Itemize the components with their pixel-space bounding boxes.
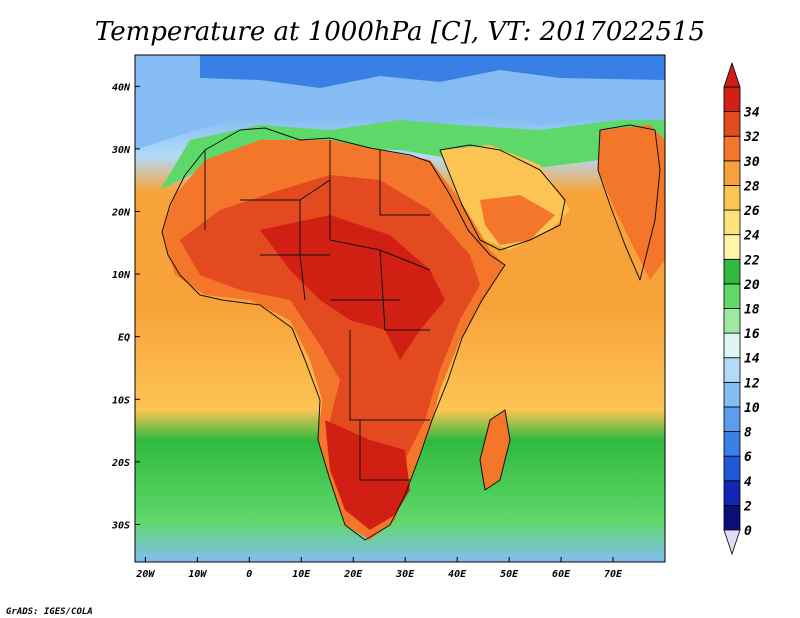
country-borders (204, 140, 431, 481)
colorbar-label: 20 (743, 278, 760, 293)
y-tick-label: 10N (112, 270, 131, 281)
colorbar-swatch (723, 209, 741, 236)
colorbar-label: 14 (744, 352, 760, 367)
arabia-hot (480, 195, 555, 245)
colorbar-label: 22 (743, 253, 760, 268)
x-tick-label: 50E (500, 569, 519, 580)
map-title: Temperature at 1000hPa [C], VT: 20170225… (95, 17, 705, 47)
x-tick-label: 20E (343, 569, 363, 580)
colorbar-swatch (723, 283, 741, 309)
y-tick-label: 30N (111, 145, 131, 156)
x-axis-ticks: 20W 10W 0 10E 20E 30E 40E 50E 60E 70E (135, 557, 623, 580)
colorbar-label: 8 (744, 426, 752, 441)
colorbar-label: 24 (743, 229, 760, 244)
y-tick-label: EQ (118, 333, 130, 344)
colorbar-swatch (723, 455, 741, 482)
colorbar-swatch (723, 111, 741, 137)
colorbar-label: 4 (744, 475, 752, 490)
y-tick-label: 30S (111, 520, 130, 531)
india-coast (597, 124, 661, 281)
colorbar-label: 16 (744, 327, 760, 342)
colorbar-label: 6 (744, 450, 752, 465)
y-tick-label: 10S (112, 395, 130, 406)
colorbar-swatch (723, 431, 741, 457)
africa-land-hottest (260, 215, 445, 360)
colorbar-swatch (723, 308, 741, 334)
x-tick-label: 10E (292, 569, 311, 580)
india-land (598, 125, 665, 280)
colorbar-label: 28 (743, 179, 760, 194)
plot-frame (134, 54, 666, 563)
x-tick-label: 0 (246, 569, 252, 580)
colorbar-over-triangle (723, 61, 741, 88)
colorbar-swatch (723, 480, 741, 506)
colorbar-swatch (723, 332, 741, 359)
coastline (161, 127, 506, 541)
colorbar-swatch (723, 258, 741, 285)
colorbar-swatch (723, 234, 741, 260)
colorbar-swatch (723, 406, 741, 432)
colorbar-swatch (723, 160, 741, 186)
colorbar-swatch (723, 135, 741, 162)
x-tick-label: 10W (188, 569, 207, 580)
map-plot (135, 55, 665, 562)
colorbar-swatch (723, 185, 741, 211)
colorbar-swatch (723, 504, 741, 531)
north-africa-green-band (160, 120, 665, 190)
y-tick-label: 20N (111, 207, 131, 218)
colorbar-swatch (723, 381, 741, 408)
x-tick-label: 40E (448, 569, 467, 580)
colorbar-label: 12 (744, 376, 760, 391)
colorbar-label: 34 (743, 106, 760, 121)
colorbar-label: 26 (743, 204, 760, 219)
y-tick-label: 40N (112, 82, 131, 93)
y-axis-ticks: 40N 30N 20N 10N EQ 10S 20S 30S (111, 82, 140, 531)
colorbar-under-triangle (723, 529, 741, 556)
colorbar-label: 0 (744, 524, 752, 539)
arabia-coast (439, 144, 566, 251)
grads-credit: GrADS: IGES/COLA (6, 607, 93, 617)
colorbar-label: 18 (744, 303, 760, 318)
colorbar-label: 2 (743, 499, 752, 514)
madagascar-coast (479, 409, 511, 491)
x-tick-label: 60E (552, 569, 571, 580)
y-tick-label: 20S (111, 458, 130, 469)
colorbar-label: 32 (743, 130, 760, 145)
colorbar-swatch (723, 86, 741, 113)
x-tick-label: 20W (135, 569, 155, 580)
europe-cold-region (200, 55, 665, 88)
x-tick-label: 70E (604, 569, 623, 580)
x-tick-label: 30E (395, 569, 415, 580)
colorbar-swatch (723, 357, 741, 383)
colorbar-label: 10 (744, 401, 760, 416)
southern-africa-hot (325, 420, 410, 530)
colorbar-label: 30 (743, 155, 760, 170)
